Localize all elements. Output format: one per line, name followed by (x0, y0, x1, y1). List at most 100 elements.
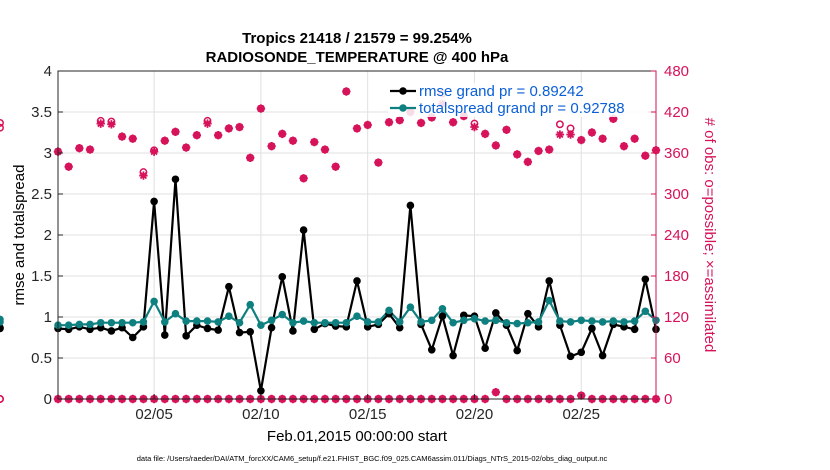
left-tick-label: 4 (44, 63, 52, 80)
obs-assimilated-marker (587, 128, 597, 137)
totalspread-point (225, 312, 233, 320)
asterisk-path (213, 131, 223, 140)
right-tick-label: 60 (664, 350, 681, 367)
obs-assimilated-marker (235, 122, 244, 132)
rmse-point (299, 226, 308, 234)
totalspread-point (64, 321, 73, 330)
asterisk-path (246, 153, 255, 162)
right-tick-label: 360 (664, 145, 689, 162)
asterisk-path (619, 141, 629, 151)
asterisk-path (534, 146, 543, 156)
asterisk-path (256, 104, 266, 113)
obs-assimilated-marker (320, 145, 330, 154)
obs-assimilated-marker (75, 144, 84, 153)
totalspread-point (75, 320, 84, 329)
obs-assimilated-marker (384, 118, 394, 127)
asterisk-path (566, 130, 575, 139)
asterisk-path (267, 141, 276, 151)
legend-box (388, 83, 648, 117)
rmse-point (577, 348, 586, 357)
obs-assimilated-marker (203, 119, 212, 128)
asterisk-path (641, 151, 650, 160)
totalspread-point (459, 316, 468, 325)
right-tick-label: 420 (664, 104, 689, 121)
x-tick-label: 02/25 (562, 406, 600, 423)
asterisk-path (512, 150, 522, 159)
totalspread-point (128, 318, 137, 327)
rmse-point (630, 325, 639, 334)
totalspread-point (577, 316, 586, 325)
obs-possible-marker (555, 120, 564, 129)
data-file-footnote: data file: /Users/raeder/DAI/ATM_forcXX/… (137, 454, 608, 463)
asterisk-path (192, 131, 202, 140)
right-tick-label: 240 (664, 227, 689, 244)
x-tick-label: 02/20 (456, 406, 494, 423)
rmse-point (353, 277, 361, 285)
totalspread-point (492, 316, 500, 325)
asterisk-path (224, 124, 234, 133)
asterisk-path (470, 122, 479, 132)
asterisk-path (609, 114, 618, 124)
obs-assimilated-marker (331, 162, 340, 171)
x-tick-label: 02/10 (242, 406, 280, 423)
obs-assimilated-marker (609, 114, 618, 124)
rmse-point (481, 344, 489, 352)
totalspread-point (427, 316, 436, 325)
rmse-point (545, 277, 554, 285)
asterisk-path (342, 87, 351, 96)
rmse-point (107, 327, 116, 335)
totalspread-point (363, 318, 372, 326)
totalspread-point (417, 318, 425, 326)
asterisk-path (235, 122, 244, 132)
totalspread-point (524, 318, 532, 327)
obs-assimilated-marker (566, 130, 575, 139)
left-tick-label: 2 (44, 227, 52, 244)
rmse-point (0, 324, 4, 333)
legend-rmse-marker (399, 87, 407, 95)
rmse-point (289, 327, 297, 335)
totalspread-point (160, 318, 169, 326)
obs-possible-marker (0, 118, 4, 127)
rmse-point (267, 323, 276, 332)
rmse-point (182, 332, 190, 340)
asterisk-path (181, 143, 191, 152)
rmse-point (225, 282, 233, 291)
asterisk-path (288, 136, 298, 145)
totalspread-point (556, 317, 564, 325)
totalspread-point (609, 317, 618, 325)
asterisk-path (96, 119, 105, 128)
totalspread-point (566, 318, 575, 326)
rmse-point (427, 346, 436, 354)
totalspread-point (449, 318, 457, 327)
right-tick-label: 120 (664, 309, 689, 326)
obs-assimilated-marker (395, 116, 404, 125)
totalspread-point (139, 318, 148, 326)
obs-assimilated-marker (363, 120, 372, 130)
asterisk-path (395, 116, 404, 125)
left-tick-label: 0.5 (31, 350, 52, 367)
rmse-point (566, 352, 575, 361)
obs-assimilated-marker (85, 145, 95, 154)
left-tick-label: 1 (44, 309, 52, 326)
obs-assimilated-marker (192, 131, 202, 140)
obs-assimilated-marker (641, 151, 650, 160)
asterisk-path (630, 134, 639, 143)
obs-assimilated-marker (491, 141, 501, 150)
totalspread-point (385, 306, 393, 315)
obs-possible-marker (0, 395, 4, 403)
asterisk-path (523, 157, 533, 167)
right-tick-label: 0 (664, 391, 672, 408)
asterisk-path (75, 144, 84, 153)
asterisk-path (299, 174, 308, 183)
obs-assimilated-marker (630, 134, 639, 143)
left-tick-label: 0 (44, 391, 52, 408)
asterisk-path (374, 158, 383, 167)
obs-assimilated-marker (523, 157, 533, 167)
rmse-point (524, 309, 532, 318)
totalspread-point (289, 318, 297, 327)
rmse-point (492, 309, 500, 317)
obs-assimilated-marker (267, 141, 276, 151)
totalspread-point (182, 317, 190, 325)
obs-assimilated-marker (427, 113, 436, 122)
totalspread-point (257, 321, 265, 330)
